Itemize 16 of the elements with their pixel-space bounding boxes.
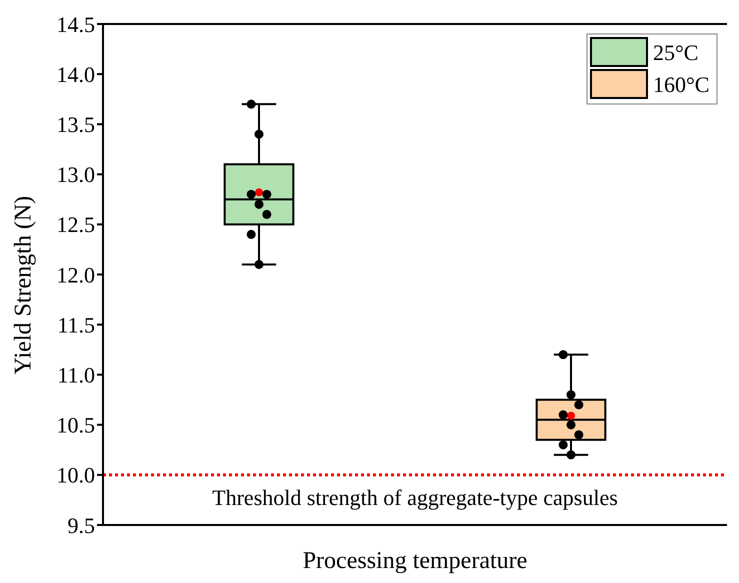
y-tick-label: 12.5 <box>56 212 95 238</box>
y-axis-title: Yield Strength (N) <box>10 196 37 374</box>
x-axis-title: Processing temperature <box>302 548 528 574</box>
y-tick-label: 12.0 <box>56 262 95 288</box>
y-tick-label: 11.5 <box>57 312 95 338</box>
legend-label: 160°C <box>653 72 710 97</box>
y-tick-label: 14.5 <box>56 12 95 37</box>
y-tick-label: 9.5 <box>68 512 95 538</box>
y-tick-label: 10.0 <box>56 462 95 488</box>
y-tick-label: 14.0 <box>56 62 95 87</box>
legend-label: 25°C <box>653 40 698 65</box>
y-tick-label: 11.0 <box>57 362 95 388</box>
y-tick-label: 10.5 <box>56 412 95 438</box>
y-tick-label: 13.5 <box>56 112 95 138</box>
y-tick-label: 13.0 <box>56 162 95 188</box>
ref-line-label: Threshold strength of aggregate-type capsules <box>212 484 618 510</box>
